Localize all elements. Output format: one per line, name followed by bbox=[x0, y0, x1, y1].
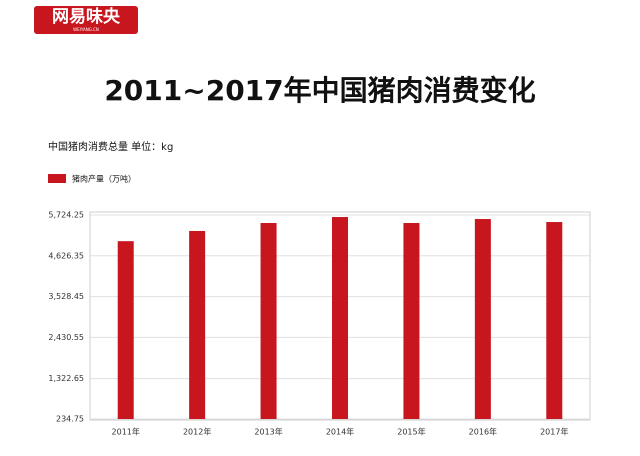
logo-name: 网易味央 bbox=[52, 6, 121, 27]
bar bbox=[403, 222, 420, 419]
legend-label: 猪肉产量（万吨） bbox=[72, 174, 136, 184]
chart-subtitle: 中国猪肉消费总量 单位：kg bbox=[48, 140, 173, 153]
x-tick-label: 2016年 bbox=[469, 427, 497, 437]
bar bbox=[332, 217, 348, 419]
bar bbox=[474, 219, 491, 419]
y-tick-label: 5,724.25 bbox=[48, 211, 84, 220]
x-tick-label: 2017年 bbox=[540, 427, 568, 437]
x-tick-label: 2011年 bbox=[112, 427, 140, 437]
bar bbox=[189, 230, 206, 419]
plot-frame bbox=[89, 211, 591, 421]
logo-box bbox=[34, 6, 138, 34]
bar bbox=[546, 222, 563, 419]
y-tick-label: 234.75 bbox=[56, 415, 84, 424]
y-tick-label: 4,626.35 bbox=[48, 251, 84, 260]
chart-title: 2011~2017年中国猪肉消费变化 bbox=[104, 74, 535, 107]
legend-swatch bbox=[48, 174, 66, 183]
x-tick-label: 2013年 bbox=[254, 427, 282, 437]
bar bbox=[260, 222, 277, 419]
logo-site: WEIYANG.CN bbox=[73, 27, 99, 32]
y-tick-label: 1,322.65 bbox=[48, 374, 84, 383]
x-tick-label: 2015年 bbox=[397, 427, 425, 437]
x-tick-label: 2014年 bbox=[326, 427, 354, 437]
bar bbox=[117, 241, 134, 419]
y-tick-label: 3,528.45 bbox=[48, 292, 84, 301]
x-tick-label: 2012年 bbox=[183, 427, 211, 437]
y-tick-label: 2,430.55 bbox=[48, 333, 84, 342]
